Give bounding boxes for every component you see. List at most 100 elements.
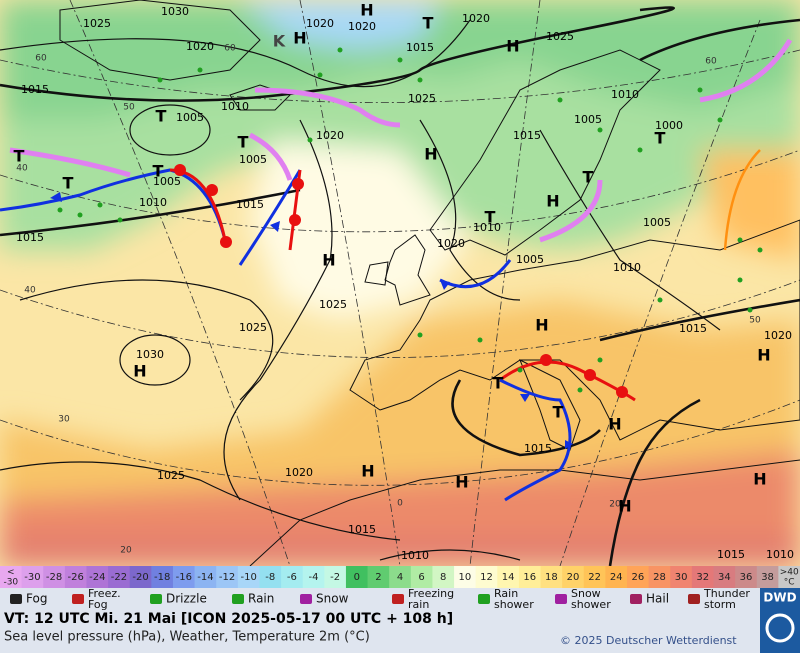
legend-label: Freezing <box>408 587 454 600</box>
pressure-center: T <box>423 14 434 33</box>
pressure-center: T <box>14 147 25 166</box>
legend-label: Rain <box>494 587 518 600</box>
scale-cell <box>367 566 390 588</box>
legend-label: Fog <box>88 598 108 611</box>
scale-cell <box>302 566 325 588</box>
scale-label: -16 <box>176 572 192 583</box>
pressure-center: H <box>361 462 374 481</box>
rain-symbol <box>657 297 663 303</box>
scale-cell <box>475 566 498 588</box>
scale-cell <box>518 566 542 588</box>
pressure-center: T <box>153 162 164 181</box>
isobar-label: 1020 <box>437 237 465 250</box>
isobar-label: 1020 <box>285 466 313 479</box>
pressure-center: H <box>506 37 519 56</box>
legend-icon <box>478 594 490 604</box>
latitude-label: 20 <box>120 546 132 556</box>
pressure-center: H <box>608 415 621 434</box>
isobar-label: 1005 <box>153 175 181 188</box>
rain-symbol <box>57 207 63 213</box>
pressure-center: T <box>63 174 74 193</box>
isobar-label: 1015 <box>717 548 745 561</box>
scale-cell <box>778 566 800 588</box>
isobar-label: 1010 <box>766 548 794 561</box>
scale-cell <box>259 566 282 588</box>
scale-label: 18 <box>545 572 558 583</box>
scale-label: -6 <box>287 572 297 583</box>
isobar-label: 1015 <box>406 41 434 54</box>
scale-cell <box>64 566 87 588</box>
latitude-label: 60 <box>705 57 717 67</box>
scale-label: 6 <box>418 572 424 583</box>
legend-label: Drizzle <box>166 592 207 606</box>
isobar-label: 1015 <box>679 322 707 335</box>
rain-symbol <box>397 57 403 63</box>
scale-label: 32 <box>696 572 709 583</box>
rain-symbol <box>337 47 343 53</box>
pressure-center: K <box>273 32 286 51</box>
scale-cell <box>540 566 563 588</box>
isobar-label: 1010 <box>221 100 249 113</box>
scale-cell <box>216 566 239 588</box>
isobar-label: 1020 <box>462 12 490 25</box>
isobar-label: 1005 <box>516 253 544 266</box>
scale-cell <box>627 566 650 588</box>
rain-symbol <box>747 307 753 313</box>
isobar-label: 1010 <box>401 549 429 562</box>
pressure-center: H <box>133 362 146 381</box>
rain-symbol <box>697 87 703 93</box>
scale-cell <box>410 566 433 588</box>
scale-label: 24 <box>610 572 623 583</box>
scale-label: 22 <box>588 572 601 583</box>
isobar-label: 1030 <box>161 5 189 18</box>
scale-cell <box>454 566 477 588</box>
scale-cell <box>194 566 217 588</box>
latitude-label: 0 <box>397 499 403 509</box>
scale-label: -28 <box>46 572 62 583</box>
legend-label: Fog <box>26 592 47 606</box>
scale-label: 28 <box>653 572 666 583</box>
scale-label: >40 <box>780 568 799 578</box>
isobar-label: 1025 <box>83 17 111 30</box>
rain-symbol <box>117 217 123 223</box>
weather-symbols <box>57 47 763 393</box>
scale-label: 20 <box>567 572 580 583</box>
scale-cell <box>0 566 23 588</box>
rain-symbol <box>737 277 743 283</box>
scale-label: -20 <box>132 572 148 583</box>
legend-icon <box>555 594 567 604</box>
logo-text: DWD <box>763 591 796 605</box>
description: Sea level pressure (hPa), Weather, Tempe… <box>4 630 370 645</box>
legend-label: Thunder <box>703 587 750 600</box>
isobar-label: 1010 <box>473 221 501 234</box>
rain-symbol <box>97 202 103 208</box>
scale-cell <box>43 566 66 588</box>
scale-label: 10 <box>458 572 471 583</box>
rain-symbol <box>157 77 163 83</box>
latitude-label: 50 <box>749 316 761 326</box>
scale-cell <box>735 566 758 588</box>
rain-symbol <box>77 212 83 218</box>
scale-cell <box>432 566 455 588</box>
pressure-center: H <box>753 470 766 489</box>
scale-cell <box>670 566 693 588</box>
legend-icon <box>630 594 642 604</box>
rain-symbol <box>577 387 583 393</box>
scale-label: 0 <box>354 572 360 583</box>
valid-time: VT: 12 UTC Mi. 21 Mai [ICON 2025-05-17 0… <box>4 611 453 627</box>
scale-label: 14 <box>502 572 515 583</box>
pressure-center: T <box>156 107 167 126</box>
pressure-center: H <box>424 145 437 164</box>
scale-label: -24 <box>89 572 105 583</box>
legend-label: Rain <box>248 592 274 606</box>
scale-label: °C <box>784 578 795 588</box>
scale-cell <box>605 566 628 588</box>
scale-label: 38 <box>761 572 774 583</box>
scale-cell <box>151 566 174 588</box>
rain-symbol <box>307 137 313 143</box>
rain-symbol <box>417 77 423 83</box>
scale-cell <box>86 566 109 588</box>
isobar-label: 1025 <box>408 92 436 105</box>
pressure-center: H <box>322 251 335 270</box>
